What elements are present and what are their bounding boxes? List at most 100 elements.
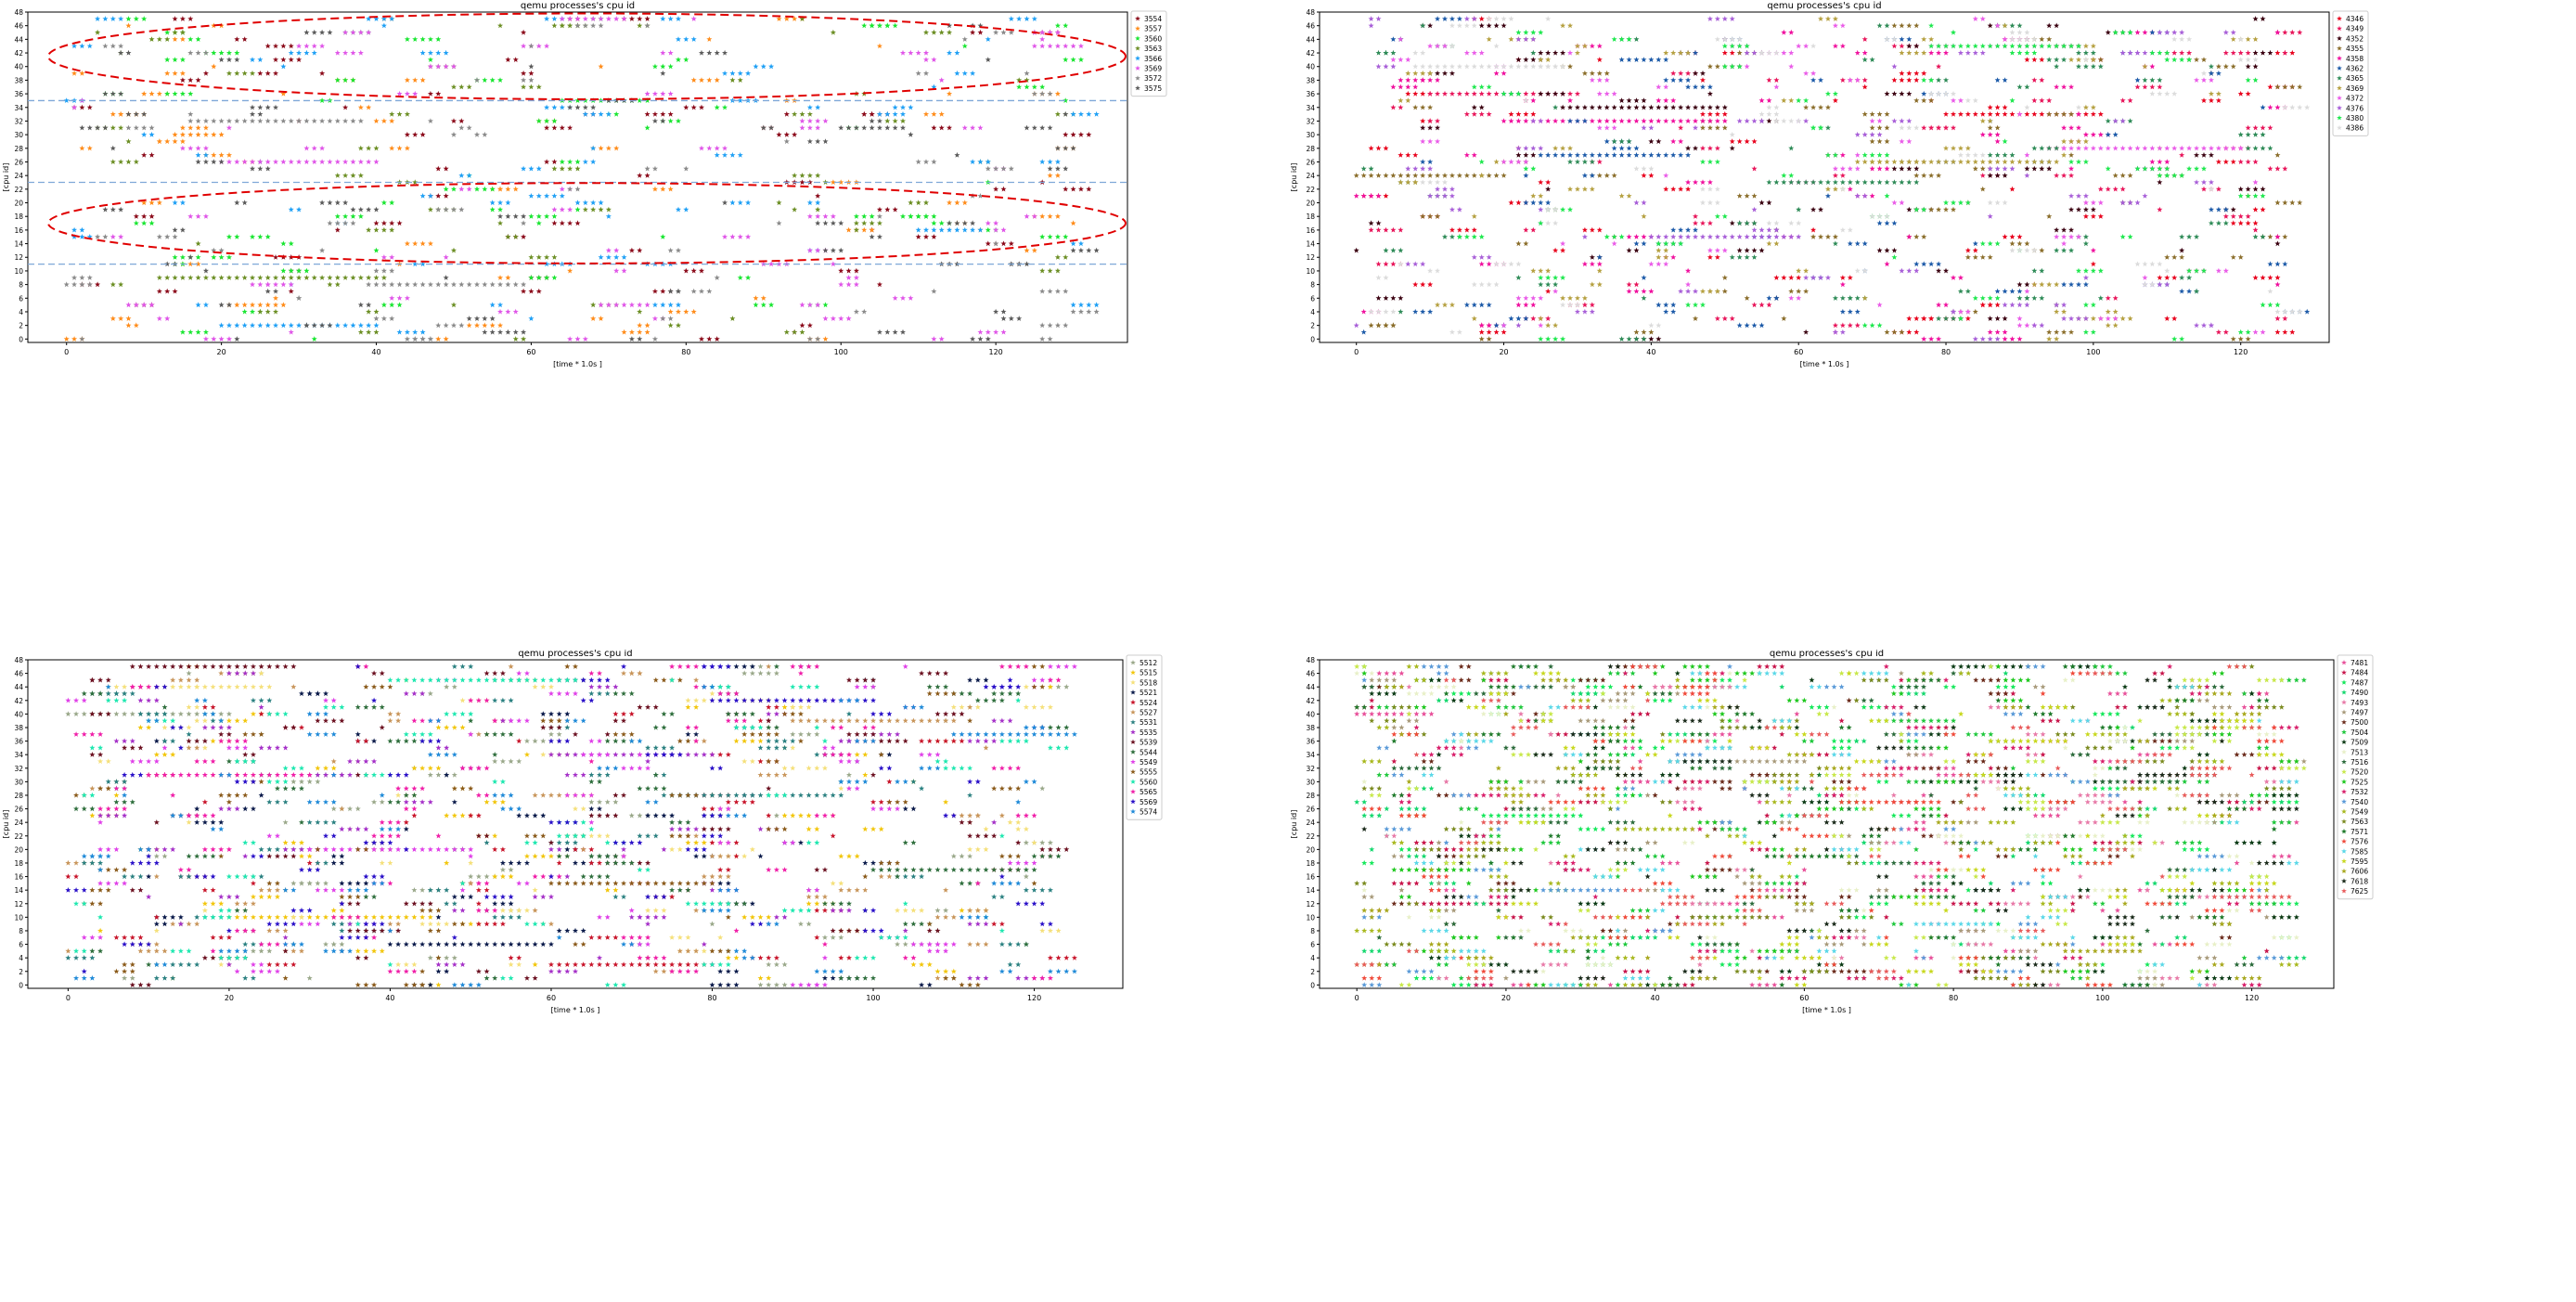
y-tick-label: 28 (1306, 145, 1315, 153)
y-tick-label: 18 (1306, 213, 1315, 221)
y-tick-label: 44 (1306, 35, 1315, 44)
x-tick-label: 100 (834, 348, 848, 356)
y-tick-label: 22 (14, 186, 23, 194)
y-tick-label: 20 (1306, 200, 1315, 208)
legend-label: 4346 (2346, 15, 2363, 23)
y-tick-label: 14 (14, 240, 23, 249)
x-tick-label: 40 (385, 994, 394, 1002)
y-tick-label: 20 (14, 200, 23, 208)
y-tick-label: 38 (1306, 76, 1315, 84)
x-axis-label: [time * 1.0s ] (551, 1006, 600, 1014)
y-tick-label: 2 (1310, 322, 1315, 330)
y-tick-label: 8 (1310, 281, 1315, 290)
x-tick-label: 20 (1499, 348, 1508, 356)
y-tick-label: 32 (14, 765, 23, 773)
chart-title: qemu processes's cpu id (518, 650, 632, 659)
y-tick-label: 48 (14, 656, 23, 664)
x-tick-label: 0 (64, 348, 69, 356)
x-tick-label: 100 (866, 994, 880, 1002)
y-tick-label: 28 (14, 792, 23, 800)
x-axis-label: [time * 1.0s ] (553, 360, 602, 368)
y-tick-label: 42 (14, 49, 23, 58)
y-tick-label: 46 (1306, 22, 1315, 31)
y-tick-label: 0 (1310, 335, 1315, 343)
legend-label: 3554 (1144, 15, 1162, 23)
legend-label: 3572 (1144, 74, 1162, 83)
legend-label: 3569 (1144, 65, 1162, 73)
y-tick-label: 10 (14, 267, 23, 276)
y-tick-label: 24 (14, 819, 23, 827)
legend-label: 4362 (2346, 65, 2363, 73)
x-tick-label: 0 (66, 994, 71, 1002)
y-tick-label: 44 (14, 683, 23, 691)
x-tick-label: 120 (2234, 348, 2248, 356)
plot-frame (28, 660, 1123, 988)
y-tick-label: 26 (14, 806, 23, 814)
y-tick-label: 16 (14, 873, 23, 882)
y-axis-label: [cpu id] (1290, 163, 1298, 192)
x-tick-label: 100 (2086, 348, 2100, 356)
y-tick-label: 18 (14, 859, 23, 868)
legend-label: 4358 (2346, 55, 2363, 63)
y-tick-label: 30 (1306, 131, 1315, 139)
y-tick-label: 2 (19, 968, 23, 976)
legend-label: 4376 (2346, 104, 2363, 112)
y-axis-label: [cpu id] (2, 163, 10, 192)
y-tick-label: 48 (14, 8, 23, 17)
y-tick-label: 0 (19, 335, 23, 343)
y-tick-label: 20 (14, 845, 23, 854)
y-tick-label: 36 (14, 90, 23, 98)
x-tick-label: 80 (681, 348, 690, 356)
y-tick-label: 34 (1306, 104, 1315, 112)
y-tick-label: 22 (14, 832, 23, 841)
y-tick-label: 18 (14, 213, 23, 221)
y-tick-label: 6 (19, 941, 23, 949)
y-tick-label: 4 (1310, 308, 1315, 316)
y-tick-label: 26 (1306, 158, 1315, 166)
y-tick-label: 16 (1306, 226, 1315, 235)
y-tick-label: 30 (14, 778, 23, 786)
y-tick-label: 46 (14, 670, 23, 678)
y-tick-label: 40 (1306, 63, 1315, 71)
legend-label: 4372 (2346, 95, 2363, 103)
y-tick-label: 48 (1306, 8, 1315, 17)
y-tick-label: 14 (14, 886, 23, 895)
y-tick-label: 36 (1306, 90, 1315, 98)
y-tick-label: 38 (14, 724, 23, 732)
y-tick-label: 10 (14, 913, 23, 922)
x-tick-label: 120 (988, 348, 1002, 356)
y-tick-label: 44 (14, 35, 23, 44)
x-tick-label: 120 (1027, 994, 1041, 1002)
y-tick-label: 42 (14, 697, 23, 705)
plot-frame (28, 12, 1127, 342)
y-tick-label: 2 (19, 322, 23, 330)
y-tick-label: 12 (1306, 253, 1315, 262)
y-tick-label: 6 (1310, 294, 1315, 303)
y-tick-label: 24 (14, 172, 23, 180)
legend-label: 3575 (1144, 84, 1162, 93)
x-tick-label: 80 (1941, 348, 1951, 356)
x-tick-label: 60 (547, 994, 556, 1002)
y-tick-label: 46 (14, 22, 23, 31)
chart-title: qemu processes's cpu id (1767, 1, 1881, 11)
legend-label: 4349 (2346, 25, 2363, 33)
y-tick-label: 40 (14, 710, 23, 718)
y-tick-label: 14 (1306, 240, 1315, 249)
legend-label: 4369 (2346, 84, 2363, 93)
x-tick-label: 40 (371, 348, 380, 356)
legend-label: 3557 (1144, 25, 1162, 33)
legend-label: 4355 (2346, 45, 2363, 53)
y-tick-label: 38 (14, 76, 23, 84)
y-tick-label: 4 (19, 954, 23, 962)
legend-label: 4386 (2346, 124, 2363, 133)
y-tick-label: 32 (1306, 117, 1315, 125)
y-tick-label: 28 (14, 145, 23, 153)
y-tick-label: 12 (14, 253, 23, 262)
x-tick-label: 20 (217, 348, 226, 356)
x-tick-label: 40 (1646, 348, 1655, 356)
